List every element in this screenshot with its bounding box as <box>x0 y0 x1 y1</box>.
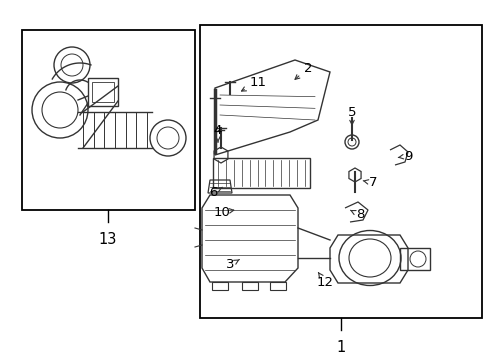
Text: 1: 1 <box>336 340 345 355</box>
Bar <box>92 82 114 102</box>
Bar <box>269 282 285 290</box>
Text: 5: 5 <box>347 105 356 125</box>
Text: 2: 2 <box>294 62 312 79</box>
Bar <box>213 158 309 188</box>
Text: 8: 8 <box>350 208 364 221</box>
Text: 6: 6 <box>208 185 222 198</box>
Text: 9: 9 <box>397 149 411 162</box>
Text: 7: 7 <box>363 176 376 189</box>
Text: 10: 10 <box>213 206 233 219</box>
Bar <box>88 78 118 106</box>
Bar <box>22 30 195 210</box>
Text: 3: 3 <box>225 258 239 271</box>
Text: 11: 11 <box>241 76 266 91</box>
Text: 4: 4 <box>213 123 222 142</box>
Text: 13: 13 <box>99 232 117 247</box>
Bar <box>200 25 481 318</box>
Bar <box>212 282 227 290</box>
Text: 12: 12 <box>316 273 333 288</box>
Bar <box>242 282 258 290</box>
